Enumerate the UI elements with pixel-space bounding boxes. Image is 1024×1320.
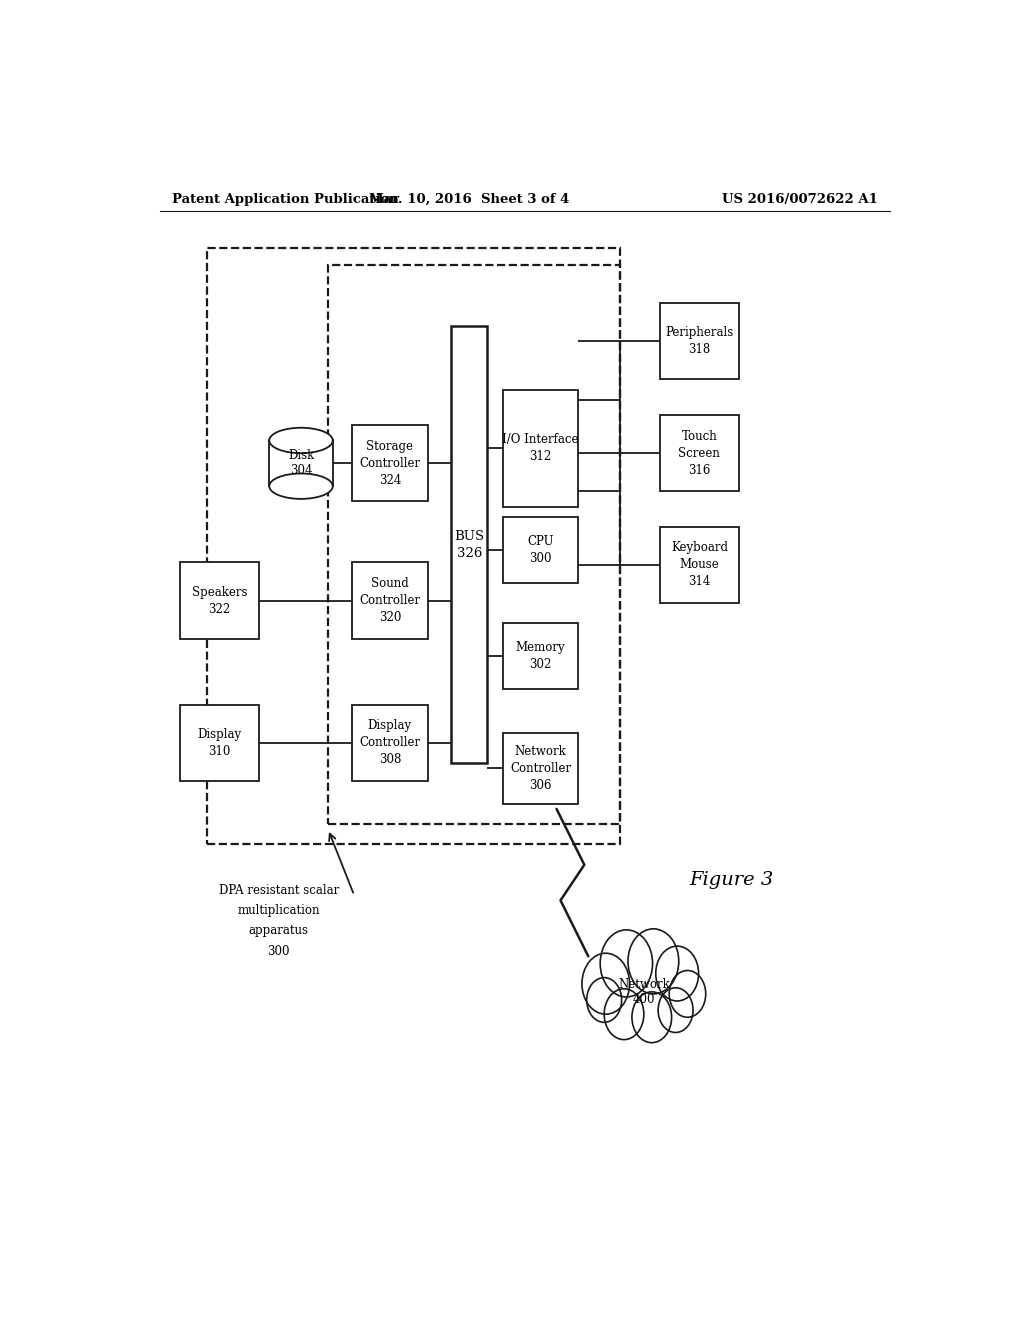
Bar [179,705,259,781]
Text: Network
Controller
306: Network Controller 306 [510,744,571,792]
Bar [659,414,739,491]
Circle shape [632,991,672,1043]
Bar [207,248,621,845]
Bar [659,304,739,379]
Text: DPA resistant scalar: DPA resistant scalar [219,883,339,896]
Bar [328,265,621,824]
Text: Memory
302: Memory 302 [516,642,565,672]
Text: US 2016/0072622 A1: US 2016/0072622 A1 [722,193,878,206]
Ellipse shape [269,474,333,499]
Circle shape [628,929,679,994]
Bar [352,425,428,502]
Bar [352,562,428,639]
Bar [352,705,428,781]
Text: Patent Application Publication: Patent Application Publication [172,193,398,206]
Bar [269,441,333,486]
Text: 300: 300 [267,945,290,958]
Text: Mar. 10, 2016  Sheet 3 of 4: Mar. 10, 2016 Sheet 3 of 4 [369,193,569,206]
Circle shape [582,953,630,1014]
Bar [452,326,487,763]
Text: Sound
Controller
320: Sound Controller 320 [359,577,421,624]
Text: Storage
Controller
324: Storage Controller 324 [359,440,421,487]
Bar [179,562,259,639]
Ellipse shape [269,428,333,453]
Bar [659,527,739,603]
Text: Speakers
322: Speakers 322 [191,586,247,615]
Text: Disk
304: Disk 304 [288,449,314,478]
Bar [503,389,579,507]
Bar [503,733,579,804]
Text: I/O Interface
312: I/O Interface 312 [503,433,579,463]
Text: CPU
300: CPU 300 [527,535,554,565]
Bar [503,623,579,689]
Circle shape [670,970,706,1018]
Text: Touch
Screen
316: Touch Screen 316 [679,429,720,477]
Text: Display
310: Display 310 [198,727,242,758]
Circle shape [658,987,693,1032]
Bar [503,516,579,582]
Circle shape [587,978,622,1022]
Text: Peripherals
318: Peripherals 318 [666,326,733,356]
Text: BUS
326: BUS 326 [455,529,484,560]
Circle shape [655,946,698,1001]
Circle shape [600,929,652,997]
Text: Keyboard
Mouse
314: Keyboard Mouse 314 [671,541,728,589]
Text: Network
400: Network 400 [617,978,670,1006]
Text: Figure 3: Figure 3 [689,871,773,890]
Circle shape [604,989,644,1040]
Text: Display
Controller
308: Display Controller 308 [359,719,421,767]
Text: apparatus: apparatus [249,924,309,937]
Text: multiplication: multiplication [238,904,321,917]
